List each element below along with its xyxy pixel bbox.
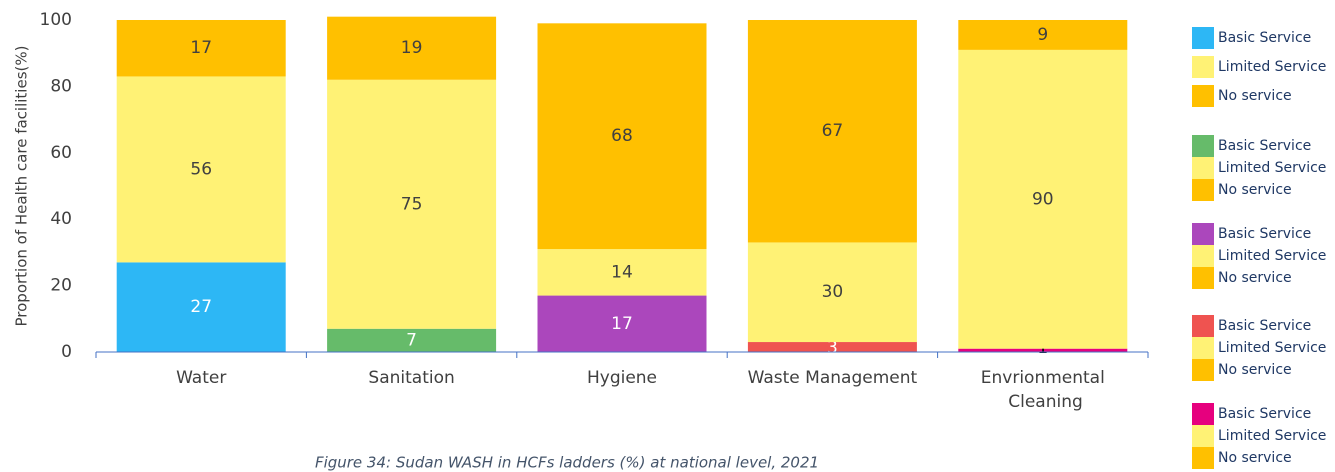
y-tick-label: 100 — [40, 10, 72, 30]
data-label: 75 — [401, 194, 423, 214]
bar-segment — [747, 20, 917, 243]
legend-label: Limited Service — [1218, 248, 1326, 264]
legend-label: No service — [1218, 270, 1292, 286]
legend-swatch — [1192, 157, 1214, 179]
legend-label: Basic Service — [1218, 226, 1311, 242]
bar-segment — [537, 23, 707, 250]
legend-swatch — [1192, 403, 1214, 425]
data-label: 56 — [190, 159, 212, 179]
data-label: 9 — [1037, 25, 1048, 45]
x-tick-label: Envrionmental Cleaning — [981, 368, 1105, 412]
caption: Figure 34: Sudan WASH in HCFs ladders (%… — [315, 454, 819, 472]
bar-segment — [116, 76, 286, 263]
legend-swatch — [1192, 425, 1214, 447]
legend-label: Basic Service — [1218, 318, 1311, 334]
legend-label: Limited Service — [1218, 340, 1326, 356]
legend-label: Limited Service — [1218, 428, 1326, 444]
legend-label: No service — [1218, 362, 1292, 378]
x-tick-label: Waste Management — [748, 368, 918, 388]
data-label: 30 — [822, 282, 844, 302]
legend-swatch — [1192, 315, 1214, 337]
x-tick-label: Water — [176, 368, 226, 388]
data-label: 19 — [401, 38, 423, 58]
y-tick-label: 0 — [61, 342, 72, 362]
x-tick-label: Sanitation — [368, 368, 454, 388]
legend-swatch — [1192, 245, 1214, 267]
y-tick-label: 80 — [50, 76, 72, 96]
legend-label: No service — [1218, 88, 1292, 104]
data-label: 90 — [1032, 189, 1054, 209]
y-tick-label: 60 — [50, 143, 72, 163]
bar-segment — [958, 49, 1128, 349]
data-label: 27 — [190, 297, 212, 317]
legend-swatch — [1192, 85, 1214, 107]
data-label: 3 — [827, 338, 838, 358]
legend-swatch — [1192, 56, 1214, 78]
legend-label: Basic Service — [1218, 30, 1311, 46]
legend-swatch — [1192, 337, 1214, 359]
legend-swatch — [1192, 135, 1214, 157]
data-label: 17 — [190, 38, 212, 58]
bar-segment — [116, 20, 286, 77]
legend-swatch — [1192, 223, 1214, 245]
legend-swatch — [1192, 447, 1214, 469]
bar-segment — [537, 295, 707, 352]
data-label: 67 — [822, 121, 844, 141]
data-label: 7 — [406, 330, 417, 350]
y-axis-label: Proportion of Health care facilities(%) — [13, 46, 31, 327]
y-tick-label: 20 — [50, 276, 72, 296]
legend-swatch — [1192, 179, 1214, 201]
data-label: 68 — [611, 126, 633, 146]
y-tick-label: 40 — [50, 209, 72, 229]
bar-segment — [537, 249, 707, 296]
legend-label: Basic Service — [1218, 406, 1311, 422]
bar-segment — [958, 20, 1128, 50]
bar-segment — [327, 328, 497, 352]
bar-segment — [958, 348, 1128, 352]
bar-segment — [747, 242, 917, 343]
data-label: 17 — [611, 314, 633, 334]
legend-label: Basic Service — [1218, 138, 1311, 154]
legend-label: No service — [1218, 182, 1292, 198]
legend-label: No service — [1218, 450, 1292, 466]
x-tick-label: Hygiene — [587, 368, 657, 388]
legend-swatch — [1192, 359, 1214, 381]
legend-label: Limited Service — [1218, 160, 1326, 176]
bar-segment — [327, 16, 497, 80]
data-label: 14 — [611, 262, 633, 282]
legend-label: Limited Service — [1218, 59, 1326, 75]
legend-swatch — [1192, 27, 1214, 49]
bar-segment — [327, 79, 497, 329]
legend-swatch — [1192, 267, 1214, 289]
bar-segment — [116, 262, 286, 352]
bar-segment — [747, 342, 917, 352]
